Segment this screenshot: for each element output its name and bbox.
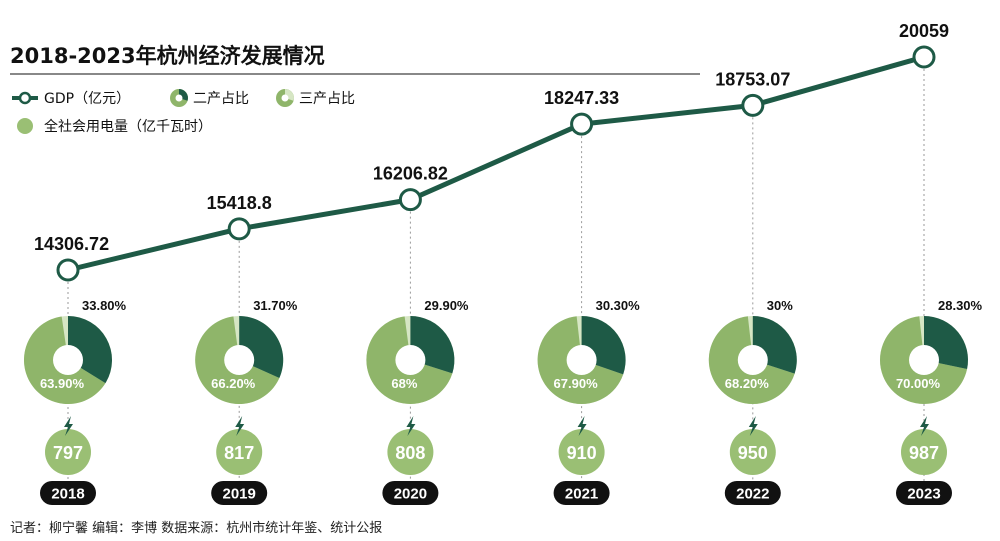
gdp-value-label-2020: 16206.82 [373,164,448,184]
donut-hole-2019 [224,345,255,375]
secondary-share-label-2018: 33.80% [82,298,127,313]
tertiary-share-label-2021: 67.90% [554,376,599,391]
lightning-icon [406,416,416,436]
year-label-2023: 2023 [907,486,940,503]
year-label-2018: 2018 [51,486,84,503]
electricity-circle-2022 [729,429,776,475]
year-label-2022: 2022 [736,486,769,503]
industry-share-donuts: 33.80% 63.90% 31.70% 66.20% 29.90% 68% 30.30% 6… [23,298,983,405]
electricity-value-label-2023: 987 [909,443,939,463]
electricity-series: 797 817 808 910 950 987 [45,416,947,475]
year-pill-2021 [553,481,610,505]
secondary-share-label-2021: 30.30% [596,298,641,313]
year-label-2021: 2021 [565,486,598,503]
legend-tertiary: 三产占比 [276,89,355,107]
donut-hole-2022 [737,345,768,375]
legend-secondary-hole-icon [175,94,183,102]
chart-title: 2018-2023年杭州经济发展情况 [10,44,325,68]
lightning-icon [748,416,758,436]
secondary-share-label-2019: 31.70% [253,298,298,313]
tertiary-share-label-2023: 70.00% [896,376,941,391]
tertiary-share-label-2018: 63.90% [40,376,85,391]
electricity-value-label-2018: 797 [53,443,83,463]
year-pill-2020 [382,481,439,505]
donut-hole-2020 [395,345,426,375]
electricity-value-label-2019: 817 [224,443,254,463]
gdp-value-label-2023: 20059 [899,21,949,41]
electricity-circle-2023 [901,429,947,475]
secondary-share-label-2020: 29.90% [424,298,469,313]
gdp-value-label-2021: 18247.33 [544,88,619,108]
donut-hole-2021 [566,345,597,375]
gdp-point-2018 [56,258,80,282]
lightning-icon [577,416,587,436]
gdp-value-label-2019: 15418.8 [207,193,272,213]
legend-electricity: 全社会用电量（亿千瓦时） [17,118,212,135]
gdp-point-2022 [741,93,765,117]
electricity-circle-2018 [45,429,91,475]
legend: GDP（亿元） 二产占比 三产占比 全社会用电量（亿千瓦时） [12,89,355,135]
legend-tertiary-hole-icon [281,94,289,102]
legend-electricity-label: 全社会用电量（亿千瓦时） [44,118,212,135]
legend-secondary: 二产占比 [170,89,249,107]
lightning-icon [64,416,73,436]
electricity-circle-2021 [558,429,605,475]
legend-gdp-label: GDP（亿元） [44,91,130,107]
donut-hole-2018 [53,345,83,375]
electricity-circle-2020 [387,429,434,475]
legend-gdp: GDP（亿元） [12,91,130,107]
legend-secondary-label: 二产占比 [193,91,249,107]
gdp-point-2020 [398,188,422,212]
legend-gdp-marker-icon [18,91,32,105]
year-label-2020: 2020 [394,486,427,503]
gdp-value-label-2018: 14306.72 [34,234,109,254]
gdp-point-2023 [912,45,936,69]
electricity-circle-2019 [216,429,263,475]
tertiary-share-label-2020: 68% [391,376,417,391]
electricity-value-label-2022: 950 [738,443,768,463]
year-pill-2019 [211,481,268,505]
donut-hole-2023 [909,345,939,375]
tertiary-share-label-2022: 68.20% [725,376,770,391]
footer-credits: 记者：柳宁馨 编辑：李博 数据来源：杭州市统计年鉴、统计公报 [10,520,382,536]
gdp-value-label-2022: 18753.07 [715,69,790,89]
legend-tertiary-label: 三产占比 [299,91,355,107]
lightning-icon [920,416,929,436]
secondary-share-label-2022: 30% [767,298,793,313]
year-pill-2023 [896,481,952,505]
gdp-point-2021 [570,112,594,136]
year-label-2019: 2019 [223,486,256,503]
gdp-line [65,54,927,273]
gdp-series: 14306.72 15418.8 16206.82 18247.33 18753.07 2… [34,21,949,282]
year-pill-2022 [724,481,781,505]
secondary-share-label-2023: 28.30% [938,298,983,313]
gdp-point-2019 [227,217,251,241]
year-pill-2018 [40,481,96,505]
legend-electricity-dot-icon [17,118,33,134]
lightning-icon [235,416,245,436]
tertiary-share-label-2019: 66.20% [211,376,256,391]
electricity-value-label-2020: 808 [395,443,425,463]
year-axis: 2018 2019 2020 2021 2022 2023 [40,481,952,505]
electricity-value-label-2021: 910 [567,443,597,463]
